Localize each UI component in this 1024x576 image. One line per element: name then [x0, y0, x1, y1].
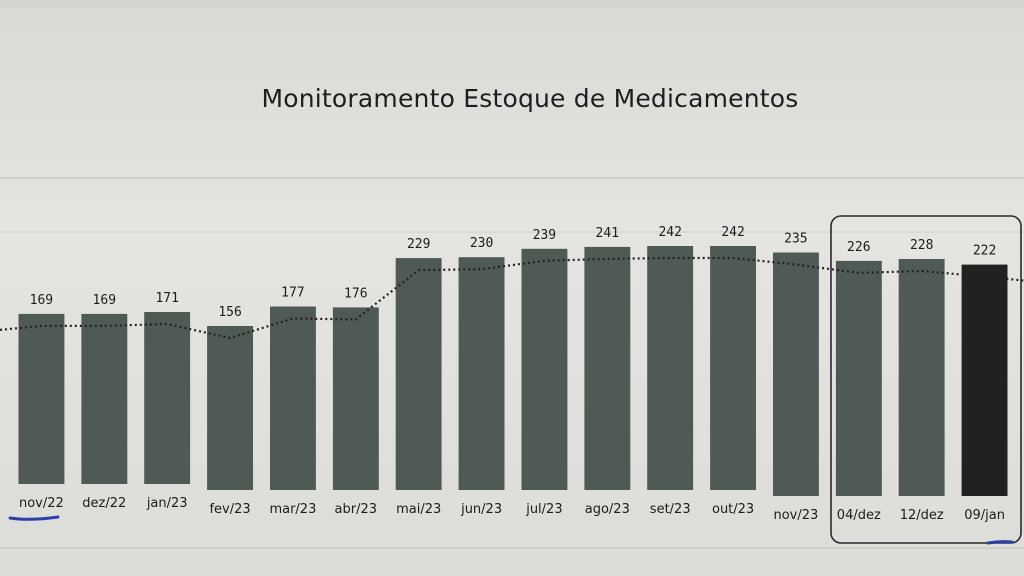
bar-fev-23 [207, 326, 253, 490]
bar-abr-23 [332, 307, 379, 490]
category-label: abr/23 [335, 502, 378, 517]
category-label: 09/jan [964, 508, 1005, 523]
category-label: dez/22 [82, 496, 126, 511]
trendline-layer [0, 256, 1024, 340]
value-label: 230 [470, 236, 493, 251]
category-label: fev/23 [209, 502, 250, 517]
value-label: 177 [281, 286, 304, 301]
category-label: 12/dez [900, 508, 944, 523]
category-label: jun/23 [460, 502, 502, 517]
bars-layer [18, 246, 1008, 496]
bar-jun-23 [458, 257, 505, 490]
bar-mai-23 [395, 258, 442, 490]
bar-jul-23 [521, 248, 568, 490]
category-label: jul/23 [525, 502, 562, 517]
bar-nov-22 [18, 313, 65, 484]
bar-mar-23 [270, 306, 316, 490]
value-label: 169 [30, 293, 53, 308]
category-label: ago/23 [585, 502, 630, 517]
value-label: 235 [784, 232, 807, 247]
category-label: mar/23 [269, 502, 316, 517]
value-label: 156 [218, 305, 241, 320]
category-label: set/23 [650, 502, 691, 517]
chart-title: Monitoramento Estoque de Medicamentos [261, 84, 799, 113]
paper-background-texture [0, 0, 1024, 549]
trendline [0, 256, 1024, 340]
value-label: 176 [344, 286, 367, 301]
value-label: 242 [658, 225, 681, 240]
value-label: 228 [910, 238, 933, 253]
bar-ago-23 [584, 246, 631, 490]
bar-nov-23 [773, 252, 819, 496]
category-label: nov/23 [773, 508, 818, 523]
pen-underline-mark [8, 515, 60, 521]
value-label: 226 [847, 240, 870, 255]
value-labels-layer: 169 169 171 156 177 176 229 230 239 241 242 242 235 2… [30, 225, 997, 320]
value-label: 241 [596, 226, 619, 241]
pen-underline-mark-right [986, 540, 1014, 545]
bar-12-dez [898, 259, 945, 496]
bar-set-23 [647, 246, 694, 490]
category-label: jan/23 [146, 496, 188, 511]
bar-jan-23 [144, 312, 191, 484]
category-label: nov/22 [19, 496, 64, 511]
bar-04-dez [835, 260, 882, 496]
category-label: mai/23 [396, 502, 441, 517]
highlight-box [830, 215, 1022, 544]
value-label: 239 [533, 228, 556, 243]
value-label: 222 [973, 244, 996, 259]
category-label: 04/dez [837, 508, 881, 523]
value-label: 229 [407, 237, 430, 252]
bar-dez-22 [81, 313, 128, 484]
value-label: 171 [155, 291, 178, 306]
bar-out-23 [710, 246, 756, 490]
category-label: out/23 [712, 502, 754, 517]
value-label: 242 [721, 225, 744, 240]
value-label: 169 [93, 293, 116, 308]
bar-09-jan [961, 264, 1008, 496]
category-labels-layer: nov/22 dez/22 jan/23 fev/23 mar/23 abr/23 mai/… [19, 496, 1005, 523]
